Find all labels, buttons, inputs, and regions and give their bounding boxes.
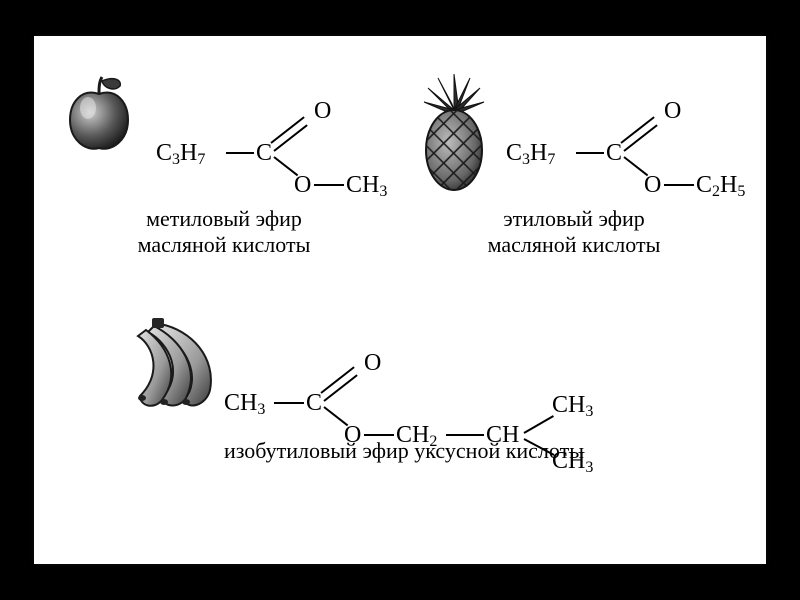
formula-isobutyl: CH3COOCH2CHCH3CH3	[224, 348, 632, 488]
atom-label: O	[644, 172, 661, 199]
caption: метиловый эфир масляной кислоты	[64, 206, 384, 258]
atom-label: C2H5	[696, 172, 745, 201]
apple-icon	[64, 74, 154, 204]
atom-label: CH	[486, 422, 519, 449]
ester-isobutyl: CH3COOCH2CHCH3CH3 изобутиловый эфир уксу…	[124, 316, 684, 464]
pineapple-icon	[414, 74, 504, 204]
atom-label: O	[344, 422, 361, 449]
diagram-panel: C3H7COOCH3 метиловый эфир масляной кисло…	[34, 36, 766, 564]
atom-label: O	[294, 172, 311, 199]
atom-label: C	[606, 140, 622, 167]
atom-label: O	[314, 98, 331, 125]
formula-ethyl: C3H7COOC2H5	[506, 94, 776, 212]
atom-label: CH3	[346, 172, 387, 201]
ester-ethyl: C3H7COOC2H5 этиловый эфир масляной кисло…	[414, 74, 734, 258]
atom-label: C3H7	[156, 140, 205, 169]
formula-methyl: C3H7COOCH3	[156, 94, 426, 212]
atom-label: C3H7	[506, 140, 555, 169]
atom-label: C	[256, 140, 272, 167]
atom-label: C	[306, 390, 322, 417]
atom-label: CH2	[396, 422, 437, 451]
caption: этиловый эфир масляной кислоты	[414, 206, 734, 258]
ester-methyl: C3H7COOCH3 метиловый эфир масляной кисло…	[64, 74, 384, 258]
atom-label: CH3	[552, 448, 593, 477]
bananas-icon	[124, 316, 224, 446]
atom-label: CH3	[552, 392, 593, 421]
atom-label: O	[364, 350, 381, 377]
atom-label: CH3	[224, 390, 265, 419]
atom-label: O	[664, 98, 681, 125]
